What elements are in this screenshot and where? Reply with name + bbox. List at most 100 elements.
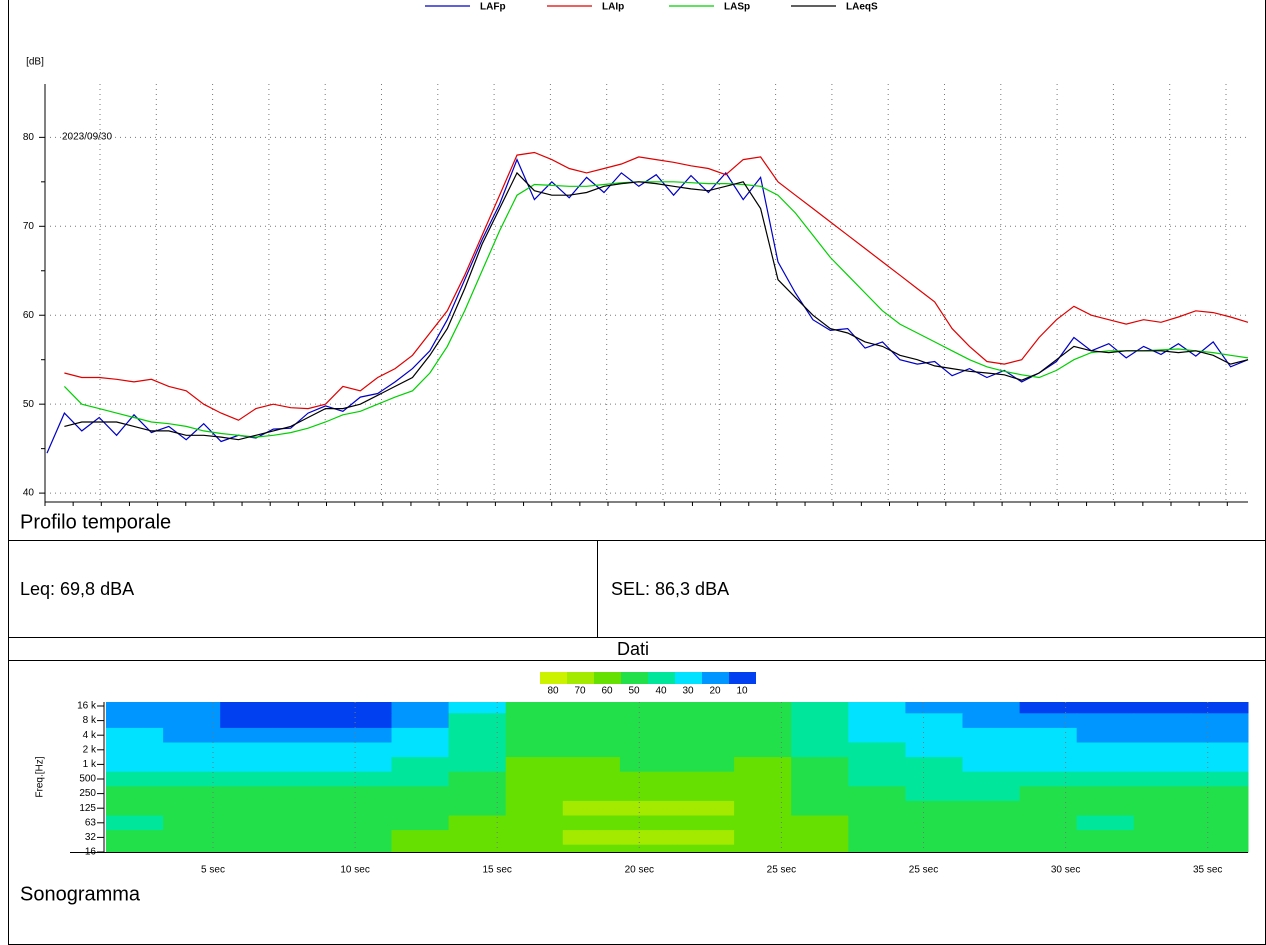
heat-cell	[1076, 771, 1135, 787]
heat-cell	[1133, 727, 1192, 743]
heat-cell	[277, 815, 335, 831]
heat-cell	[505, 844, 564, 853]
colorbar-swatch	[540, 672, 567, 684]
heat-cell	[1133, 713, 1192, 729]
heat-cell	[1076, 786, 1135, 802]
heat-cell	[734, 727, 792, 743]
x-tick-label: 10 sec	[340, 865, 369, 876]
heat-cell	[848, 844, 906, 853]
heat-cell	[1019, 786, 1078, 802]
heat-cell	[448, 713, 507, 729]
y-tick-label: 1 k	[83, 759, 97, 770]
heat-cell	[106, 844, 164, 853]
heat-cell	[962, 757, 1021, 773]
heat-cell	[619, 727, 678, 743]
series-line	[63, 181, 1249, 438]
x-tick-label: 20 sec	[625, 865, 654, 876]
heat-cell	[163, 702, 221, 714]
heat-cell	[677, 830, 735, 846]
heat-cell	[391, 800, 450, 816]
heat-cell	[677, 815, 735, 831]
heat-cell	[1133, 800, 1192, 816]
heat-cell	[677, 771, 735, 787]
heat-cell	[1190, 702, 1249, 714]
heat-cell	[448, 815, 507, 831]
heat-cell	[962, 742, 1021, 758]
heat-cell	[1019, 815, 1078, 831]
heat-cell	[1190, 844, 1249, 853]
heat-cell	[848, 800, 906, 816]
heat-cell	[734, 702, 792, 714]
heat-cell	[334, 713, 392, 729]
heat-cell	[163, 713, 221, 729]
heat-cell	[734, 713, 792, 729]
colorbar-label: 40	[655, 686, 667, 697]
heat-cell	[505, 830, 564, 846]
colorbar-label: 60	[601, 686, 613, 697]
heat-cell	[791, 757, 849, 773]
heat-cell	[1133, 742, 1192, 758]
heat-cell	[1076, 727, 1135, 743]
heat-cell	[220, 727, 278, 743]
colorbar-swatch	[729, 672, 756, 684]
heat-cell	[277, 727, 335, 743]
heat-cell	[905, 786, 963, 802]
heat-cell	[448, 727, 507, 743]
heat-cell	[106, 727, 164, 743]
heat-cell	[734, 757, 792, 773]
heat-cell	[1019, 742, 1078, 758]
heat-cell	[962, 771, 1021, 787]
heat-cell	[277, 844, 335, 853]
heat-cell	[1076, 702, 1135, 714]
heat-cell	[791, 702, 849, 714]
heat-cell	[562, 713, 621, 729]
sel: SEL: 86,3 dBA	[611, 579, 729, 599]
heat-cell	[505, 757, 564, 773]
heat-cell	[334, 786, 392, 802]
colorbar-swatch	[648, 672, 675, 684]
heat-cell	[677, 702, 735, 714]
heat-cell	[962, 844, 1021, 853]
heat-cell	[848, 815, 906, 831]
heat-cell	[448, 844, 507, 853]
y-tick-label: 32	[85, 832, 97, 843]
heat-cell	[1133, 757, 1192, 773]
heat-cell	[734, 786, 792, 802]
heat-cell	[1190, 830, 1249, 846]
heat-cell	[562, 702, 621, 714]
heat-cell	[1019, 771, 1078, 787]
legend-label: LASp	[724, 2, 750, 13]
heat-cell	[1133, 771, 1192, 787]
heat-cell	[1190, 815, 1249, 831]
x-tick-label: 25 sec	[909, 865, 938, 876]
colorbar-label: 30	[682, 686, 694, 697]
heat-cell	[619, 742, 678, 758]
heat-cell	[448, 742, 507, 758]
heat-cell	[734, 742, 792, 758]
heat-cell	[791, 815, 849, 831]
heat-cell	[1019, 727, 1078, 743]
heat-cell	[1133, 702, 1192, 714]
y-tick-label: 50	[23, 399, 35, 410]
heat-cell	[791, 771, 849, 787]
heat-cell	[106, 757, 164, 773]
heat-cell	[1076, 815, 1135, 831]
heat-cell	[106, 815, 164, 831]
heat-cell	[220, 815, 278, 831]
heat-cell	[848, 742, 906, 758]
heat-cell	[334, 757, 392, 773]
heat-cell	[163, 815, 221, 831]
heat-cell	[1076, 830, 1135, 846]
heat-cell	[277, 830, 335, 846]
y-tick-label: 16 k	[77, 701, 97, 712]
heat-cell	[505, 742, 564, 758]
heat-cell	[562, 844, 621, 853]
heat-cell	[848, 830, 906, 846]
legend-label: LAFp	[480, 2, 506, 13]
heat-cell	[905, 844, 963, 853]
heat-cell	[905, 800, 963, 816]
heat-cell	[619, 702, 678, 714]
heat-cell	[562, 742, 621, 758]
heat-cell	[848, 727, 906, 743]
heat-cell	[106, 771, 164, 787]
